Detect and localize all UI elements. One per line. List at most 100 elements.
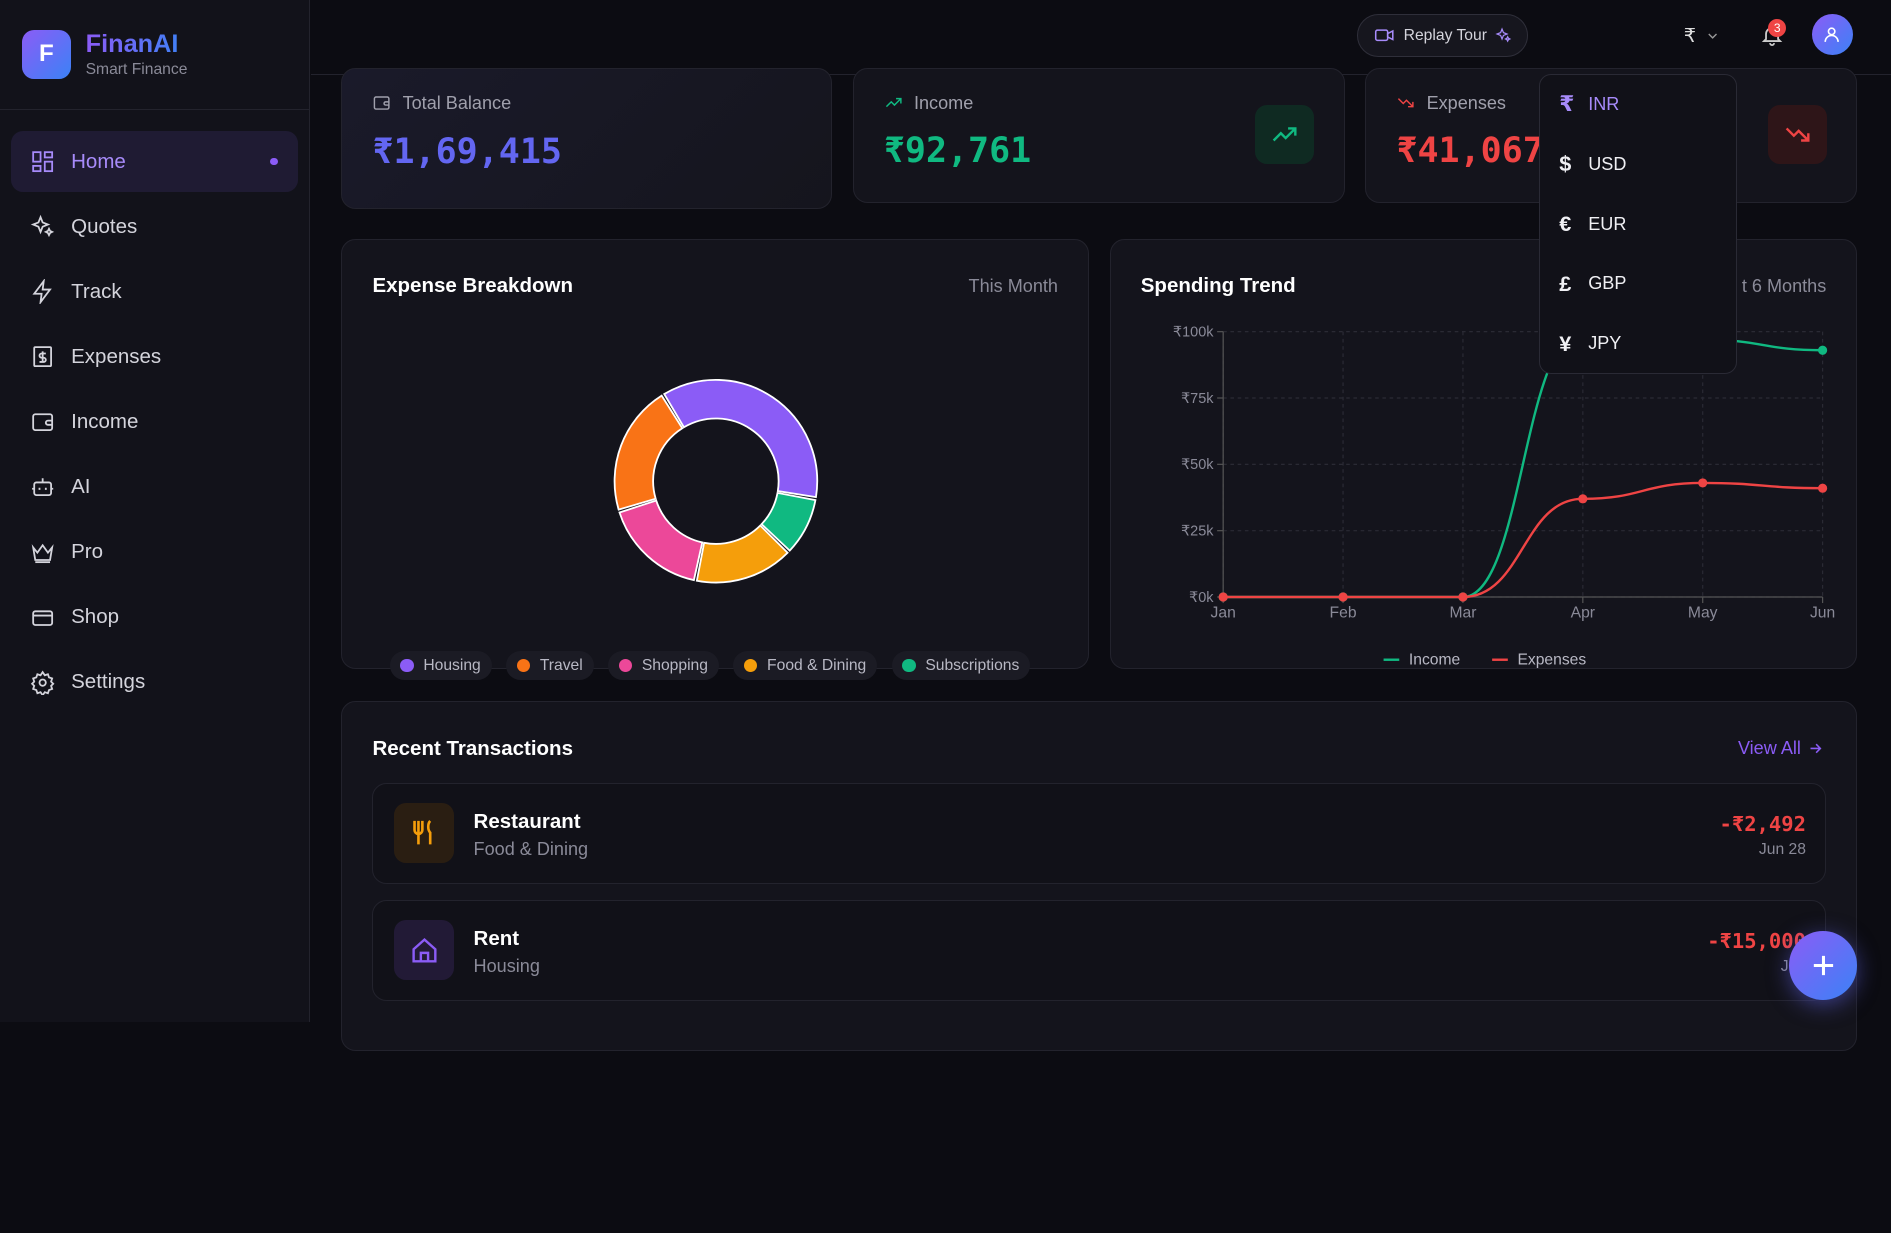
brand[interactable]: F FinanAI Smart Finance: [0, 0, 309, 110]
avatar[interactable]: [1811, 14, 1853, 56]
sidebar-item-label: Home: [71, 149, 126, 173]
sidebar-item-label: Quotes: [71, 214, 138, 238]
sidebar-nav: Home Quotes Track Expenses Income AI Pro: [0, 110, 309, 739]
sidebar-item-quotes[interactable]: Quotes: [11, 197, 298, 257]
brand-name: FinanAI: [86, 30, 188, 59]
expenses-point: [1697, 478, 1707, 488]
currency-code: INR: [1588, 93, 1620, 114]
currency-symbol: £: [1559, 270, 1572, 296]
replay-tour-button[interactable]: Replay Tour: [1356, 14, 1529, 57]
pie-slice-shopping: [618, 499, 704, 581]
expenses-label: Expenses: [1426, 92, 1506, 113]
add-button[interactable]: [1788, 931, 1858, 1000]
utensils-icon: [413, 820, 432, 845]
currency-code: EUR: [1588, 213, 1627, 234]
robot-icon: [32, 478, 54, 497]
tx-name: Restaurant: [473, 810, 581, 834]
sidebar-item-pro[interactable]: Pro: [11, 522, 298, 582]
sidebar-item-ai[interactable]: AI: [11, 457, 298, 517]
stat-label: Income: [884, 93, 973, 114]
x-tick-label: Apr: [1570, 604, 1594, 621]
x-tick-label: Jan: [1210, 604, 1235, 621]
trending-down-icon: [1785, 127, 1810, 142]
currency-code: JPY: [1588, 333, 1622, 354]
sidebar-item-label: Income: [71, 410, 139, 434]
topbar: Replay Tour ₹ 3: [311, 0, 1891, 75]
sidebar-item-track[interactable]: Track: [11, 262, 298, 322]
tx-date: Jun 28: [1758, 841, 1806, 859]
income-badge: [1255, 104, 1315, 164]
sidebar-item-income[interactable]: Income: [11, 392, 298, 452]
crown-icon: [31, 543, 54, 563]
currency-symbol: $: [1559, 151, 1572, 177]
sidebar-item-label: Shop: [71, 605, 120, 629]
x-tick-label: Feb: [1329, 604, 1356, 621]
legend-food-dining[interactable]: Food & Dining: [733, 651, 878, 681]
breakdown-legend: Housing Travel Shopping Food & Dining Su…: [389, 651, 1031, 681]
currency-option-jpy[interactable]: ¥ JPY: [1540, 314, 1736, 374]
legend-travel[interactable]: Travel: [506, 651, 594, 681]
tx-amount: -₹15,000: [1707, 929, 1806, 954]
period-label[interactable]: t 6 Months: [1741, 275, 1827, 296]
pie-slice-housing: [663, 378, 819, 498]
active-indicator: [270, 157, 278, 166]
expense-breakdown-panel: Expense Breakdown This Month: [341, 238, 1090, 670]
x-tick-label: May: [1688, 604, 1718, 621]
sparkle-icon: [30, 214, 55, 238]
view-all-label: View All: [1737, 737, 1801, 758]
expenses-point: [1338, 592, 1348, 602]
currency-option-eur[interactable]: € EUR: [1540, 194, 1736, 254]
view-all-link[interactable]: View All: [1738, 738, 1824, 759]
sidebar-item-settings[interactable]: Settings: [11, 652, 298, 712]
sidebar-item-shop[interactable]: Shop: [11, 587, 298, 647]
spending-trend-panel: Spending Trend t 6 Months Jan Feb Mar Apr Ma…: [1109, 238, 1858, 670]
video-icon: [1374, 29, 1394, 42]
grid-icon: [32, 151, 54, 172]
y-tick-label: ₹0k: [1189, 590, 1214, 606]
pie-slice-food-dining: [696, 524, 790, 584]
trending-down-icon: [1398, 98, 1415, 108]
expenses-badge: [1767, 104, 1828, 164]
currency-symbol: ₹: [1559, 91, 1575, 117]
sidebar-item-expenses[interactable]: Expenses: [11, 327, 298, 387]
expenses-point: [1457, 592, 1468, 602]
tx-category: Housing: [473, 956, 540, 976]
expenses-value: ₹41,067: [1396, 131, 1544, 172]
currency-selector[interactable]: ₹: [1684, 24, 1719, 48]
stat-label: Total Balance: [372, 93, 511, 114]
legend-subscriptions[interactable]: Subscriptions: [891, 651, 1031, 681]
legend-housing[interactable]: Housing: [389, 651, 492, 681]
arrow-right-icon: [1810, 743, 1822, 754]
brand-subtitle: Smart Finance: [85, 61, 188, 79]
gear-icon: [30, 670, 55, 696]
balance-value: ₹1,69,415: [372, 132, 562, 173]
pie-slice-travel: [614, 394, 684, 511]
trending-up-icon: [1273, 127, 1297, 142]
recent-transactions-panel: Recent Transactions View All Restaurant …: [341, 700, 1858, 1051]
total-balance-card: Total Balance ₹1,69,415: [341, 67, 833, 209]
currency-dropdown: ₹ INR $ USD € EUR £ GBP ¥ JPY: [1538, 73, 1737, 374]
tx-category: Food & Dining: [473, 839, 589, 859]
sidebar-item-label: Track: [71, 279, 122, 303]
sidebar-item-home[interactable]: Home: [10, 131, 299, 192]
stat-label: Expenses: [1396, 93, 1506, 114]
trending-up-icon: [885, 98, 902, 108]
income-card: Income ₹92,761: [852, 67, 1345, 203]
currency-symbol: €: [1559, 211, 1572, 237]
currency-option-inr[interactable]: ₹ INR: [1540, 75, 1736, 135]
card-icon: [32, 610, 54, 626]
y-tick-label: ₹25k: [1181, 523, 1214, 539]
currency-option-usd[interactable]: $ USD: [1540, 134, 1736, 194]
home-icon: [412, 937, 437, 963]
currency-option-gbp[interactable]: £ GBP: [1540, 254, 1736, 314]
balance-label: Total Balance: [402, 92, 512, 113]
period-label[interactable]: This Month: [968, 275, 1058, 296]
y-tick-label: ₹75k: [1181, 391, 1214, 407]
x-tick-label: Mar: [1449, 604, 1476, 621]
transaction-row[interactable]: Rent Housing -₹15,000 Jun: [372, 899, 1827, 1001]
plus-icon: [1813, 955, 1833, 976]
expenses-line: [1222, 481, 1823, 599]
legend-shopping[interactable]: Shopping: [608, 651, 719, 681]
transaction-row[interactable]: Restaurant Food & Dining -₹2,492 Jun 28: [372, 782, 1827, 884]
sidebar-item-label: Settings: [71, 670, 146, 694]
